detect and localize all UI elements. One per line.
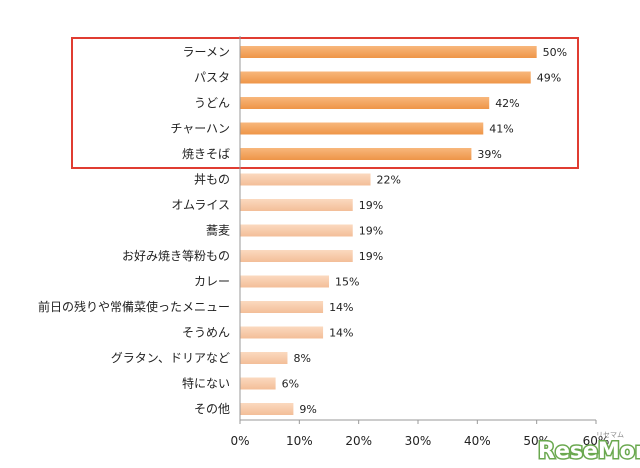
category-label: カレー [194, 275, 230, 289]
x-tick-label: 50% [523, 434, 550, 448]
x-tick-label: 40% [464, 434, 491, 448]
category-label: オムライス [171, 198, 230, 212]
value-label: 19% [359, 250, 383, 263]
category-label: パスタ [194, 71, 230, 85]
bar-8 [240, 224, 353, 237]
bar-13 [240, 352, 288, 364]
value-label: 6% [282, 378, 299, 391]
bar-5 [240, 148, 472, 160]
value-label: 50% [543, 46, 567, 59]
watermark: ReseMom リセマム [537, 431, 640, 466]
watermark-text: ReseMom [538, 439, 640, 464]
category-label: そうめん [182, 326, 230, 340]
category-label: 丼もの [194, 173, 230, 187]
value-label: 15% [335, 276, 359, 289]
category-label: 蕎麦 [206, 224, 230, 238]
bar-11 [240, 301, 324, 313]
value-label: 14% [329, 327, 353, 340]
category-label: ラーメン [182, 45, 230, 59]
category-label: チャーハン [170, 122, 230, 136]
category-label: 焼きそば [182, 147, 230, 161]
value-label: 19% [359, 225, 383, 238]
highlight-box [71, 37, 579, 169]
bar-4 [240, 122, 484, 135]
value-label: 14% [329, 301, 353, 314]
x-tick-label: 30% [405, 434, 432, 448]
x-tick-label: 0% [230, 434, 249, 448]
value-label: 41% [489, 123, 513, 136]
bar-15 [240, 403, 294, 415]
x-tick-label: 10% [286, 434, 313, 448]
bar-3 [240, 97, 490, 109]
bar-14 [240, 377, 276, 390]
bar-12 [240, 326, 324, 339]
value-label: 39% [477, 148, 501, 161]
value-label: 19% [359, 199, 383, 212]
value-label: 22% [377, 174, 401, 187]
category-label: 前日の残りや常備菜使ったメニュー [38, 299, 230, 314]
value-label: 9% [299, 403, 316, 416]
category-label: お好み焼き等粉もの [122, 249, 230, 263]
category-label: グラタン、ドリアなど [111, 351, 230, 365]
bar-10 [240, 275, 329, 288]
bar-1 [240, 46, 537, 58]
bar-7 [240, 199, 353, 211]
x-tick-label: 60% [583, 434, 610, 448]
value-label: 8% [293, 352, 310, 365]
x-tick-label: 20% [345, 434, 372, 448]
value-label: 49% [537, 72, 561, 85]
bar-6 [240, 173, 371, 186]
watermark-subtext: リセマム [596, 431, 624, 439]
bar-9 [240, 250, 353, 262]
category-label: うどん [194, 96, 230, 110]
category-label: その他 [194, 402, 230, 416]
bar-2 [240, 71, 531, 84]
category-label: 特にない [182, 376, 230, 391]
value-label: 42% [495, 97, 519, 110]
